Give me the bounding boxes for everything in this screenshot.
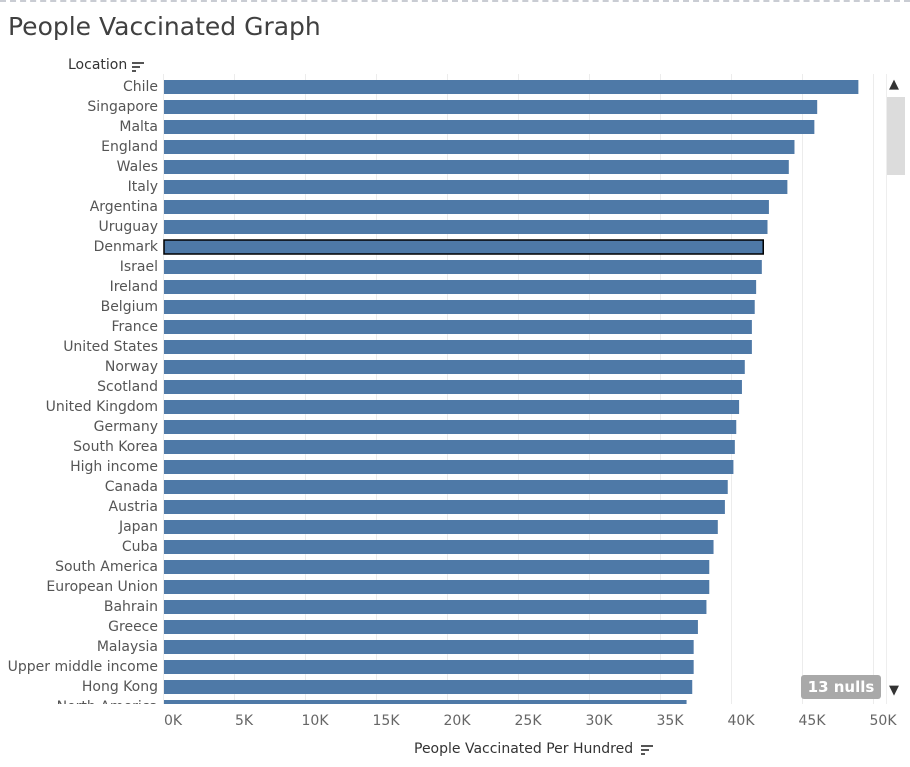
bar-chart-plot [163,74,874,704]
bar-cuba[interactable] [164,540,714,554]
row-label[interactable]: United Kingdom [45,399,158,415]
bar-hong-kong[interactable] [164,680,693,694]
row-label[interactable]: Malaysia [96,639,158,655]
x-tick-label: 15K [372,713,400,729]
row-label[interactable]: South America [55,559,158,575]
bar-upper-middle-income[interactable] [164,660,694,674]
row-label[interactable]: Belgium [100,299,158,315]
bar-bahrain[interactable] [164,600,707,614]
x-tick-label: 45K [798,713,826,729]
bar-italy[interactable] [164,180,788,194]
row-label[interactable]: High income [70,459,158,475]
bar-singapore[interactable] [164,100,818,114]
bar-france[interactable] [164,320,752,334]
x-tick-label: 10K [301,713,329,729]
row-label[interactable]: Scotland [97,379,158,395]
x-tick-label: 0K [163,713,183,729]
row-label[interactable]: Hong Kong [81,679,158,695]
sort-icon[interactable] [641,745,653,755]
row-label[interactable]: Ireland [109,279,158,295]
row-label[interactable]: Greece [108,619,158,635]
chevron-down-icon[interactable]: ▼ [889,683,899,698]
bar-denmark[interactable] [163,239,764,255]
bar-chile[interactable] [164,80,859,94]
x-tick-label: 25K [514,713,542,729]
bar-greece[interactable] [164,620,698,634]
row-label[interactable]: Japan [118,519,158,535]
bar-england[interactable] [164,140,795,154]
bar-united-kingdom[interactable] [164,400,740,414]
bar-israel[interactable] [164,260,762,274]
x-tick-label: 20K [443,713,471,729]
row-label[interactable]: Austria [108,499,158,515]
bar-uruguay[interactable] [164,220,768,234]
row-label[interactable]: North America [57,699,158,704]
bar-north-america[interactable] [164,700,687,704]
bar-malaysia[interactable] [164,640,694,654]
bar-argentina[interactable] [164,200,769,214]
scrollbar-thumb[interactable] [887,97,905,175]
row-label[interactable]: Wales [116,159,158,175]
row-label[interactable]: Argentina [89,199,158,215]
bar-japan[interactable] [164,520,718,534]
bar-germany[interactable] [164,420,737,434]
sort-icon[interactable] [132,62,144,72]
row-header-location[interactable]: Location [68,57,127,73]
row-header-label: Location [68,57,128,73]
nulls-badge[interactable]: 13 nulls [801,675,881,699]
bar-high-income[interactable] [164,460,734,474]
row-label[interactable]: Malta [119,119,158,135]
page-title: People Vaccinated Graph [8,12,321,41]
vertical-scrollbar[interactable] [886,74,907,704]
bar-south-korea[interactable] [164,440,735,454]
chevron-up-icon[interactable]: ▲ [889,77,899,92]
bar-united-states[interactable] [164,340,752,354]
x-tick-label: 50K [869,713,897,729]
row-label[interactable]: Bahrain [103,599,158,615]
bar-scotland[interactable] [164,380,742,394]
x-tick-label: 40K [727,713,755,729]
row-label[interactable]: Norway [104,359,158,375]
row-label[interactable]: Uruguay [98,219,159,235]
row-label[interactable]: England [101,139,158,155]
top-border [0,0,910,2]
x-axis-title-label: People Vaccinated Per Hundred [414,741,634,757]
bar-austria[interactable] [164,500,725,514]
row-label[interactable]: Cuba [121,539,158,555]
bar-wales[interactable] [164,160,789,174]
row-label[interactable]: Canada [104,479,158,495]
bar-norway[interactable] [164,360,745,374]
row-label[interactable]: Israel [119,259,158,275]
row-label[interactable]: Italy [127,179,158,195]
x-tick-label: 30K [585,713,613,729]
row-label[interactable]: South Korea [73,439,158,455]
x-axis-title[interactable]: People Vaccinated Per Hundred [414,741,633,757]
row-label[interactable]: Singapore [87,99,158,115]
row-label[interactable]: Chile [122,79,158,95]
x-tick-label: 5K [234,713,254,729]
bar-canada[interactable] [164,480,728,494]
bar-belgium[interactable] [164,300,755,314]
row-label[interactable]: United States [63,339,158,355]
bar-ireland[interactable] [164,280,757,294]
x-tick-label: 35K [656,713,684,729]
bar-malta[interactable] [164,120,815,134]
row-label[interactable]: Germany [93,419,158,435]
row-label[interactable]: European Union [46,579,158,595]
bar-south-america[interactable] [164,560,710,574]
row-label[interactable]: France [111,319,158,335]
row-label[interactable]: Denmark [93,239,158,255]
bar-european-union[interactable] [164,580,710,594]
row-labels: Chile Singapore Malta England Wales Italy Arge… [0,74,158,704]
row-label[interactable]: Upper middle income [7,659,158,675]
